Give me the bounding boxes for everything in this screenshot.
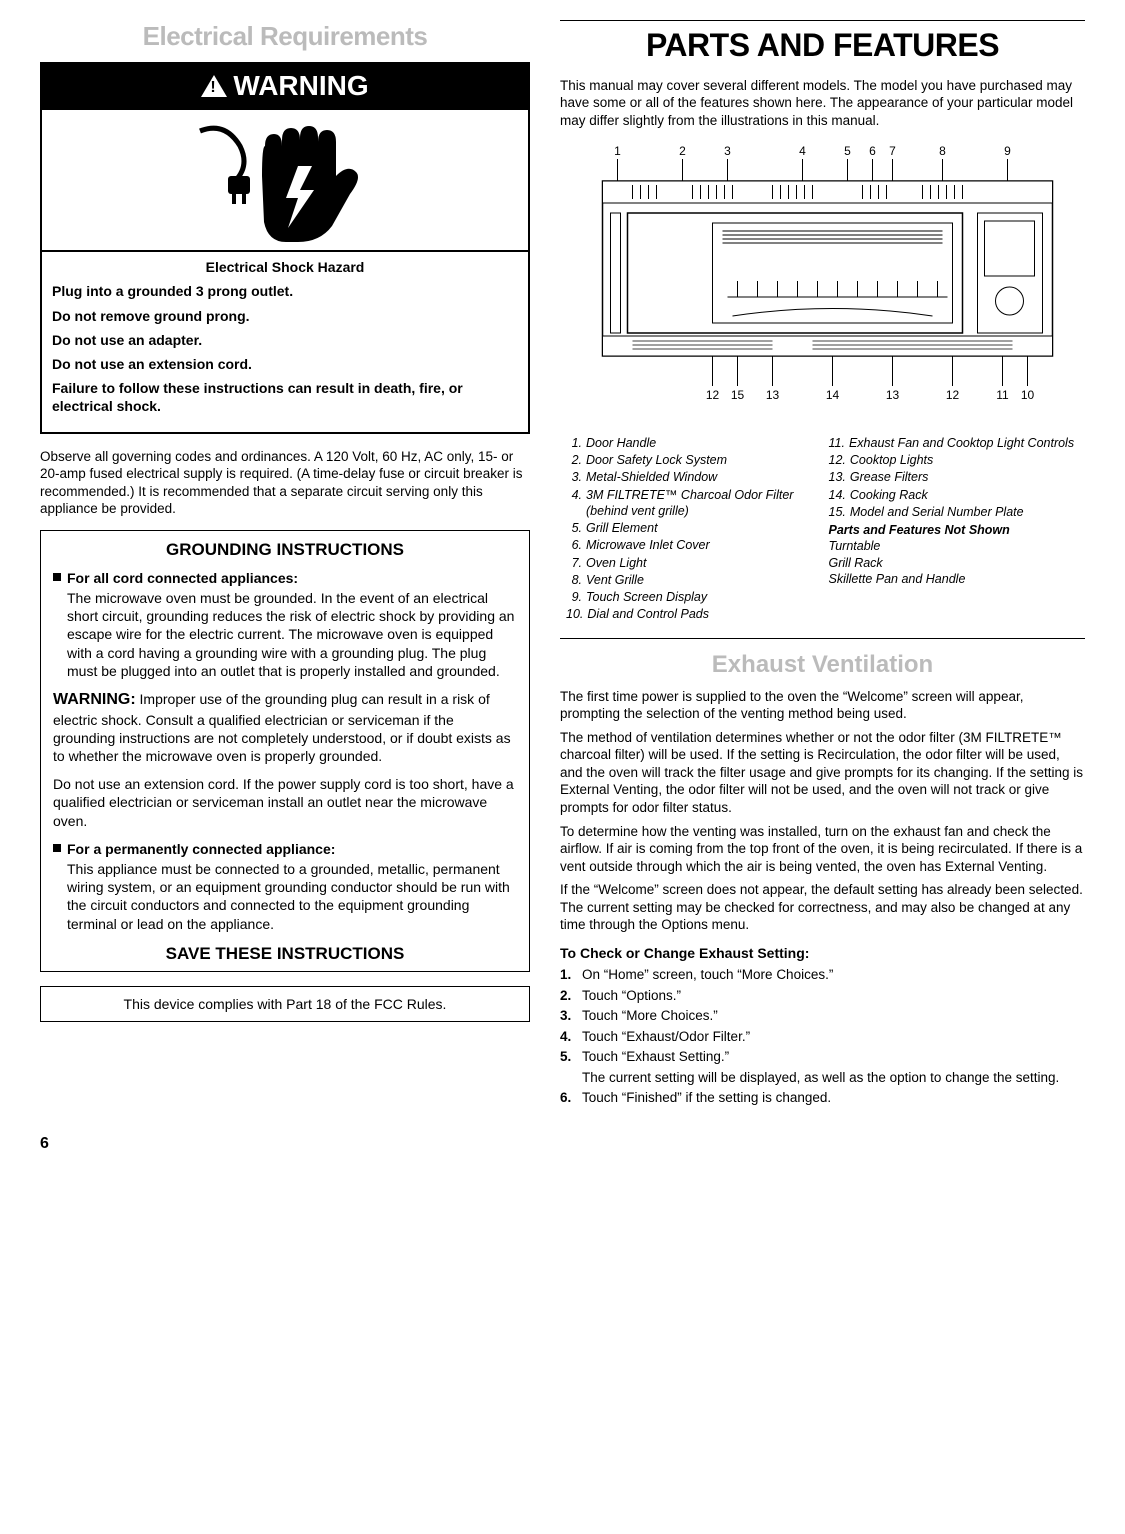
- exhaust-steps: On “Home” screen, touch “More Choices.” T…: [560, 966, 1085, 1107]
- legend-item: 1.Door Handle: [566, 435, 817, 451]
- parts-legend: 1.Door Handle2.Door Safety Lock System3.…: [560, 434, 1085, 624]
- warn-line-3: Do not use an extension cord.: [52, 355, 518, 373]
- diag-bot-13b: 13: [886, 388, 900, 402]
- legend-item: 13.Grease Filters: [829, 469, 1080, 485]
- step-item: Touch “Options.”: [560, 987, 1085, 1005]
- grounding-no-ext: Do not use an extension cord. If the pow…: [53, 775, 517, 830]
- grounding-bullet-2-head: For a permanently connected appliance:: [53, 840, 517, 858]
- legend-item: 7.Oven Light: [566, 555, 817, 571]
- diag-top-9: 9: [1004, 144, 1011, 158]
- legend-item: 10.Dial and Control Pads: [566, 606, 817, 622]
- legend-item: 15.Model and Serial Number Plate: [829, 504, 1080, 520]
- page: Electrical Requirements WARNING: [40, 20, 1085, 1110]
- legend-item: 3.Metal-Shielded Window: [566, 469, 817, 485]
- diag-top-4: 4: [799, 144, 806, 158]
- legend-item: 6.Microwave Inlet Cover: [566, 537, 817, 553]
- diag-top-2: 2: [679, 144, 686, 158]
- microwave-svg: 1 2 3 4 5 6 7 8 9: [560, 141, 1085, 421]
- page-number: 6: [40, 1134, 1085, 1155]
- legend-item: 9.Touch Screen Display: [566, 589, 817, 605]
- diag-top-7: 7: [889, 144, 896, 158]
- diag-top-6: 6: [869, 144, 876, 158]
- grounding-warn-label: WARNING:: [53, 691, 136, 708]
- legend-item: 4.3M FILTRETE™ Charcoal Odor Filter (beh…: [566, 487, 817, 520]
- step-item: Touch “More Choices.”: [560, 1007, 1085, 1025]
- step-item: Touch “Exhaust/Odor Filter.”: [560, 1028, 1085, 1046]
- square-bullet-icon: [53, 844, 61, 852]
- shock-hand-icon: [190, 116, 380, 246]
- warn-line-1: Do not remove ground prong.: [52, 307, 518, 325]
- legend-item: 5.Grill Element: [566, 520, 817, 536]
- legend-col-left: 1.Door Handle2.Door Safety Lock System3.…: [566, 434, 817, 624]
- legend-item: 12.Cooktop Lights: [829, 452, 1080, 468]
- square-bullet-icon: [53, 573, 61, 581]
- legend-extra-item: Grill Rack: [829, 555, 1080, 571]
- warning-header: WARNING: [42, 64, 528, 110]
- exhaust-subhead: To Check or Change Exhaust Setting:: [560, 944, 1085, 962]
- fcc-box: This device complies with Part 18 of the…: [40, 986, 530, 1022]
- legend-subhead: Parts and Features Not Shown: [829, 522, 1080, 538]
- diag-top-8: 8: [939, 144, 946, 158]
- grounding-warning: WARNING: Improper use of the grounding p…: [53, 690, 517, 765]
- warning-body: Electrical Shock Hazard Plug into a grou…: [42, 252, 528, 431]
- warning-box: WARNING Electrical Shock Hazard: [40, 62, 530, 434]
- legend-item: 8.Vent Grille: [566, 572, 817, 588]
- step-item: On “Home” screen, touch “More Choices.”: [560, 966, 1085, 984]
- microwave-diagram: 1 2 3 4 5 6 7 8 9: [560, 141, 1085, 426]
- legend-item: 11.Exhaust Fan and Cooktop Light Control…: [829, 435, 1080, 451]
- diag-top-1: 1: [614, 144, 621, 158]
- electrical-requirements-heading: Electrical Requirements: [40, 20, 530, 54]
- grounding-b1-body: The microwave oven must be grounded. In …: [67, 589, 517, 680]
- diag-bot-11: 11: [996, 388, 1009, 402]
- legend-item: 2.Door Safety Lock System: [566, 452, 817, 468]
- hazard-label: Electrical Shock Hazard: [52, 258, 518, 276]
- grounding-bullet-1-head: For all cord connected appliances:: [53, 569, 517, 587]
- exhaust-p2: The method of ventilation determines whe…: [560, 729, 1085, 817]
- right-column: PARTS AND FEATURES This manual may cover…: [560, 20, 1085, 1110]
- diag-bot-12b: 12: [946, 388, 960, 402]
- exhaust-p1: The first time power is supplied to the …: [560, 688, 1085, 723]
- legend-extra-item: Skillette Pan and Handle: [829, 571, 1080, 587]
- diag-bot-13a: 13: [766, 388, 780, 402]
- exhaust-p3: To determine how the venting was install…: [560, 823, 1085, 876]
- diag-top-3: 3: [724, 144, 731, 158]
- diag-bot-12a: 12: [706, 388, 720, 402]
- exhaust-p4: If the “Welcome” screen does not appear,…: [560, 881, 1085, 934]
- warn-line-2: Do not use an adapter.: [52, 331, 518, 349]
- grounding-b1-head-text: For all cord connected appliances:: [67, 569, 298, 587]
- shock-hazard-illustration: [42, 110, 528, 252]
- parts-intro: This manual may cover several different …: [560, 77, 1085, 130]
- step-item: Touch “Finished” if the setting is chang…: [560, 1089, 1085, 1107]
- warning-triangle-icon: [201, 75, 227, 97]
- grounding-title: GROUNDING INSTRUCTIONS: [53, 539, 517, 561]
- legend-item: 14.Cooking Rack: [829, 487, 1080, 503]
- warn-line-4: Failure to follow these instructions can…: [52, 379, 518, 415]
- parts-features-heading: PARTS AND FEATURES: [560, 20, 1085, 67]
- diag-bot-15: 15: [731, 388, 745, 402]
- grounding-b2-body: This appliance must be connected to a gr…: [67, 860, 517, 933]
- step-item: Touch “Exhaust Setting.”: [560, 1048, 1085, 1066]
- legend-extra-item: Turntable: [829, 538, 1080, 554]
- warn-line-0: Plug into a grounded 3 prong outlet.: [52, 282, 518, 300]
- diag-bot-14: 14: [826, 388, 840, 402]
- grounding-box: GROUNDING INSTRUCTIONS For all cord conn…: [40, 530, 530, 972]
- save-instructions: SAVE THESE INSTRUCTIONS: [53, 943, 517, 965]
- left-column: Electrical Requirements WARNING: [40, 20, 530, 1110]
- grounding-b2-head-text: For a permanently connected appliance:: [67, 840, 335, 858]
- step-note: The current setting will be displayed, a…: [582, 1069, 1085, 1087]
- diag-bot-10: 10: [1021, 388, 1035, 402]
- exhaust-ventilation-heading: Exhaust Ventilation: [560, 638, 1085, 680]
- warning-header-text: WARNING: [233, 68, 368, 104]
- diag-top-5: 5: [844, 144, 851, 158]
- codes-paragraph: Observe all governing codes and ordinanc…: [40, 448, 530, 518]
- legend-col-right: 11.Exhaust Fan and Cooktop Light Control…: [829, 434, 1080, 624]
